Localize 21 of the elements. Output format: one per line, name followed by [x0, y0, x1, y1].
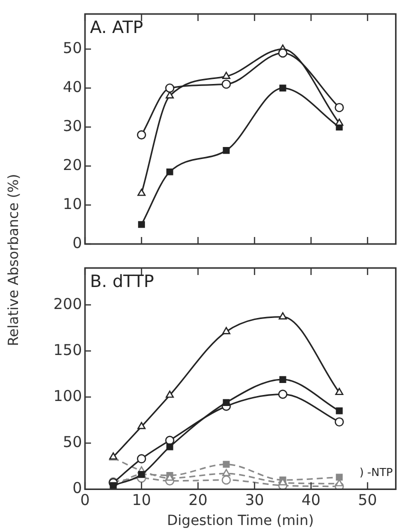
y-tick-label: 10 [62, 194, 82, 213]
y-tick-label: 0 [72, 479, 82, 498]
x-axis-title: Digestion Time (min) [167, 513, 314, 530]
y-tick-label: 40 [62, 78, 82, 96]
chart-title: A. ATP [90, 18, 144, 38]
y-tick-label: 100 [53, 386, 82, 405]
y-axis-title: Relative Absorbance (%) [6, 174, 22, 346]
y-tick-label: 20 [62, 156, 82, 174]
y-tick-label: 0 [72, 234, 82, 252]
y-tick-label: 50 [62, 433, 82, 452]
y-tick-label: 30 [62, 116, 82, 135]
x-tick-label: 40 [301, 491, 321, 510]
x-tick-label: 50 [358, 491, 378, 510]
annotation: ) -NTP [359, 466, 394, 480]
x-tick-label: 20 [188, 491, 208, 510]
x-tick-label: 10 [132, 491, 152, 510]
x-tick-label: 30 [244, 491, 264, 510]
y-tick-label: 200 [53, 294, 82, 313]
y-tick-label: 150 [53, 340, 82, 359]
chart-title: B. dTTP [90, 272, 154, 292]
y-tick-label: 50 [62, 38, 82, 57]
